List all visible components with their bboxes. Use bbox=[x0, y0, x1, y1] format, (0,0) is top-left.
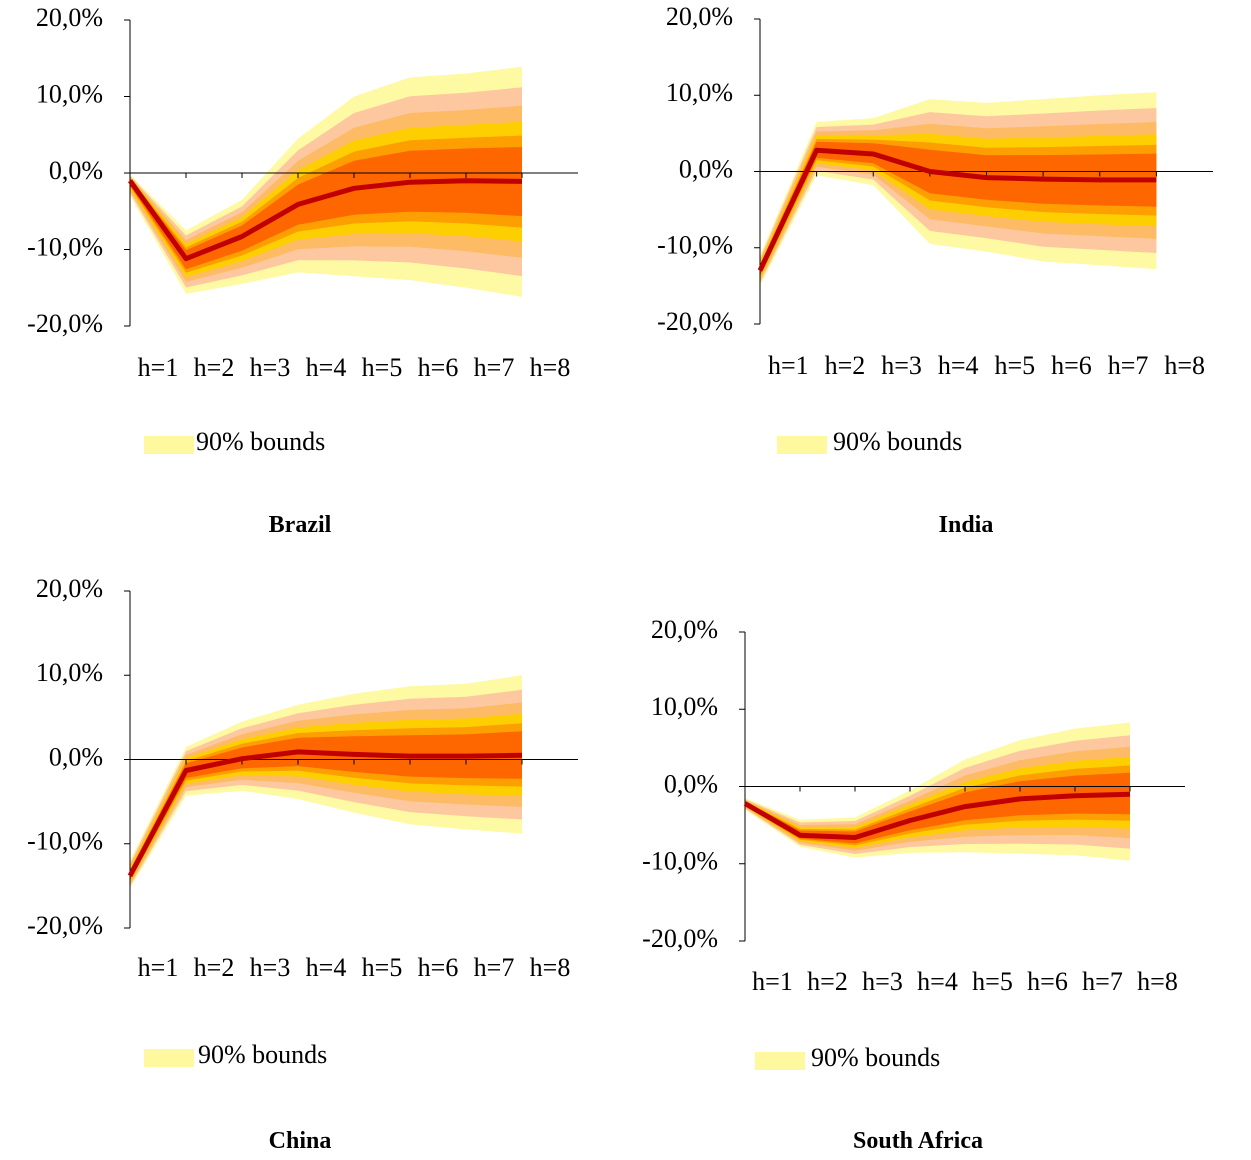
series-line-median bbox=[127, 749, 523, 877]
fan-band-6 bbox=[760, 141, 1157, 276]
x-tick-label: h=6 bbox=[418, 953, 459, 982]
series-line-median bbox=[127, 178, 523, 262]
legend-swatch-90-bounds bbox=[144, 1049, 194, 1067]
x-tick-label: h=8 bbox=[530, 353, 571, 382]
x-tick-label: h=2 bbox=[194, 953, 235, 982]
chart-panel-south-africa: 20,0% 10,0% 0,0% -10,0% -20,0% h=1 h=2 h=3 h=4 h=… bbox=[611, 580, 1251, 1160]
y-tick-label: 10,0% bbox=[651, 692, 718, 721]
x-tick-label: h=4 bbox=[917, 967, 958, 996]
series-line-median bbox=[743, 791, 1131, 840]
legend-label-90-bounds: 90% bounds bbox=[198, 1040, 328, 1069]
x-tick-label: h=7 bbox=[1082, 967, 1123, 996]
x-tick-label: h=6 bbox=[418, 353, 459, 382]
y-tick-label: -10,0% bbox=[27, 232, 103, 261]
y-tick-label: 20,0% bbox=[666, 2, 733, 31]
legend-swatch-90-bounds bbox=[777, 436, 827, 454]
x-tick-label: h=3 bbox=[250, 353, 291, 382]
y-tick-label: -20,0% bbox=[657, 307, 733, 336]
x-tick-label: h=3 bbox=[881, 351, 922, 380]
y-tick-label: 10,0% bbox=[666, 78, 733, 107]
x-tick-label: h=4 bbox=[306, 953, 347, 982]
x-tick-label: h=3 bbox=[250, 953, 291, 982]
x-tick-label: h=7 bbox=[1108, 351, 1149, 380]
y-tick-label: 10,0% bbox=[36, 79, 103, 108]
fan-band-6 bbox=[130, 147, 522, 270]
fan-band-6 bbox=[745, 772, 1130, 844]
y-tick-label: 0,0% bbox=[49, 742, 103, 771]
y-tick-label: -20,0% bbox=[27, 911, 103, 940]
x-tick-label: h=5 bbox=[994, 351, 1035, 380]
x-tick-label: h=6 bbox=[1027, 967, 1068, 996]
chart-svg-brazil: 20,0% 10,0% 0,0% -10,0% -20,0% h=1 h=2 h=3 h=4 h=… bbox=[27, 3, 578, 382]
x-tick-label: h=7 bbox=[474, 953, 515, 982]
y-tick-label: -20,0% bbox=[642, 924, 718, 953]
x-tick-label: h=1 bbox=[752, 967, 793, 996]
y-tick-label: -10,0% bbox=[642, 847, 718, 876]
chart-panel-china: 20,0% 10,0% 0,0% -10,0% -20,0% h=1 h=2 h=3 h=4 h=… bbox=[0, 574, 620, 1160]
x-tick-label: h=5 bbox=[362, 953, 403, 982]
fan-band-6 bbox=[130, 731, 522, 880]
x-tick-label: h=4 bbox=[306, 353, 347, 382]
chart-panel-brazil: 20,0% 10,0% 0,0% -10,0% -20,0% h=1 h=2 h=3 h=4 h=… bbox=[0, 0, 620, 560]
x-tick-label: h=6 bbox=[1051, 351, 1092, 380]
panel-title-india: India bbox=[938, 512, 994, 538]
x-tick-label: h=4 bbox=[938, 351, 979, 380]
panel-title-south-africa: South Africa bbox=[852, 1128, 984, 1154]
y-tick-label: -10,0% bbox=[27, 827, 103, 856]
x-tick-label: h=7 bbox=[474, 353, 515, 382]
chart-svg-china: 20,0% 10,0% 0,0% -10,0% -20,0% h=1 h=2 h=3 h=4 h=… bbox=[27, 574, 578, 982]
y-tick-label: 0,0% bbox=[49, 156, 103, 185]
y-tick-label: 20,0% bbox=[651, 615, 718, 644]
x-tick-label: h=5 bbox=[972, 967, 1013, 996]
y-tick-label: -10,0% bbox=[657, 231, 733, 260]
x-tick-label: h=3 bbox=[862, 967, 903, 996]
y-tick-label: 0,0% bbox=[664, 769, 718, 798]
legend-label-90-bounds: 90% bounds bbox=[196, 427, 326, 456]
x-tick-label: h=8 bbox=[1164, 351, 1205, 380]
x-tick-label: h=2 bbox=[807, 967, 848, 996]
panel-title-china: China bbox=[268, 1128, 332, 1154]
x-tick-label: h=5 bbox=[362, 353, 403, 382]
legend-label-90-bounds: 90% bounds bbox=[833, 427, 963, 456]
legend-swatch-90-bounds bbox=[755, 1052, 805, 1070]
y-tick-label: -20,0% bbox=[27, 309, 103, 338]
x-tick-label: h=2 bbox=[194, 353, 235, 382]
x-tick-label: h=1 bbox=[768, 351, 809, 380]
x-tick-label: h=2 bbox=[825, 351, 866, 380]
chart-panel-india: 20,0% 10,0% 0,0% -10,0% -20,0% h=1 h=2 h=3 h=4 h=… bbox=[631, 0, 1251, 560]
legend-swatch-90-bounds bbox=[144, 436, 194, 454]
y-tick-label: 0,0% bbox=[679, 154, 733, 183]
x-tick-label: h=1 bbox=[138, 953, 179, 982]
panel-title-brazil: Brazil bbox=[268, 512, 332, 538]
x-tick-label: h=1 bbox=[138, 353, 179, 382]
x-tick-label: h=8 bbox=[1137, 967, 1178, 996]
y-tick-label: 10,0% bbox=[36, 658, 103, 687]
chart-svg-india: 20,0% 10,0% 0,0% -10,0% -20,0% h=1 h=2 h=3 h=4 h=… bbox=[657, 2, 1213, 380]
y-tick-label: 20,0% bbox=[36, 574, 103, 603]
x-tick-label: h=8 bbox=[530, 953, 571, 982]
y-tick-label: 20,0% bbox=[36, 3, 103, 32]
chart-svg-south-africa: 20,0% 10,0% 0,0% -10,0% -20,0% h=1 h=2 h=3 h=4 h=… bbox=[642, 615, 1185, 996]
series-line-median bbox=[757, 147, 1157, 272]
legend-label-90-bounds: 90% bounds bbox=[811, 1043, 941, 1072]
